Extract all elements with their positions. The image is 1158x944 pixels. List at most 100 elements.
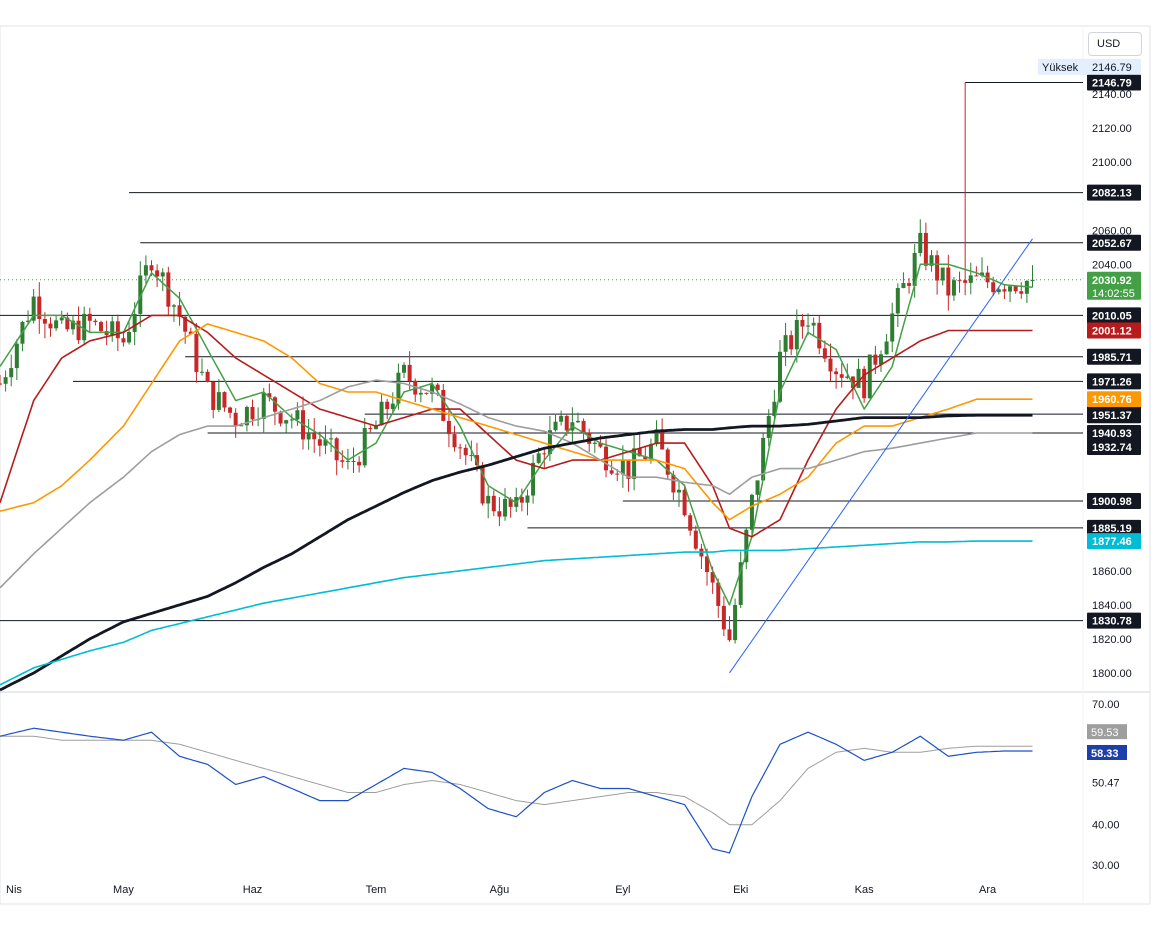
horizontal-levels	[0, 81, 1083, 622]
candle-body	[519, 497, 524, 503]
candle-body	[996, 289, 1001, 293]
ma-price-label: 2001.12	[1092, 326, 1132, 338]
currency-button[interactable]: USD	[1088, 32, 1142, 56]
price-tick-label: 2140.00	[1092, 89, 1132, 101]
candle-body	[654, 429, 659, 445]
candle-body	[862, 368, 867, 399]
candle-body	[609, 470, 614, 474]
candle-body	[525, 495, 530, 503]
candle-body	[811, 322, 816, 326]
ma-line-6	[0, 540, 1033, 686]
candle-body	[547, 430, 552, 455]
candle-body	[1019, 291, 1024, 294]
candle-body	[940, 267, 945, 281]
candle-body	[615, 473, 620, 475]
candle-body	[138, 275, 143, 314]
candle-body	[250, 406, 255, 420]
candle-body	[873, 354, 878, 365]
candle-body	[845, 376, 850, 378]
candle-body	[48, 323, 53, 329]
candle-body	[345, 460, 350, 462]
candle-body	[357, 461, 362, 466]
ma-line-5	[0, 413, 1033, 692]
level-price-label: 1885.19	[1092, 523, 1132, 535]
level-price-label-bg	[1087, 373, 1141, 390]
candle-body	[76, 320, 81, 341]
time-tick-label: Eki	[733, 884, 748, 896]
candle-body	[59, 317, 64, 321]
candle-body	[486, 495, 491, 504]
candle-body	[553, 421, 558, 431]
rsi-panel	[0, 727, 1033, 854]
level-price-label-bg	[1087, 425, 1141, 442]
candle-body	[777, 351, 782, 402]
candle-body	[839, 374, 844, 378]
candle-body	[907, 283, 912, 286]
candle-body	[542, 453, 547, 455]
candle-body	[458, 447, 463, 449]
candle-body	[143, 265, 148, 276]
candle-body	[222, 392, 227, 408]
candle-body	[323, 439, 328, 446]
rsi-ma-label: 59.53	[1091, 727, 1119, 739]
candle-body	[531, 462, 536, 496]
candle-body	[822, 348, 827, 359]
candle-body	[923, 232, 928, 266]
level-price-label-bg	[1087, 184, 1141, 201]
level-price-label: 2082.13	[1092, 188, 1132, 200]
candle-body	[272, 397, 277, 412]
ma-price-label-bg	[1087, 533, 1141, 550]
candle-body	[856, 368, 861, 388]
candle-body	[850, 376, 855, 388]
candle-body	[379, 401, 384, 426]
price-tick-label: 2040.00	[1092, 259, 1132, 271]
last-price-tag-bg	[1087, 271, 1141, 300]
rsi-ma-line	[0, 735, 1033, 826]
candle-body	[430, 384, 435, 394]
level-price-label-bg	[1087, 307, 1141, 324]
candle-body	[660, 429, 665, 450]
level-price-label: 1940.93	[1092, 428, 1132, 440]
candle-body	[351, 460, 356, 462]
candle-body	[82, 313, 87, 341]
time-tick-label: Haz	[243, 884, 263, 896]
candle-body	[620, 460, 625, 475]
candle-body	[407, 364, 412, 381]
level-price-label-bg	[1087, 348, 1141, 365]
rsi-tick-label: 50.47	[1092, 778, 1120, 790]
level-price-label: 2146.79	[1092, 77, 1132, 89]
candle-body	[497, 511, 502, 517]
candle-body	[183, 316, 188, 332]
moving-averages	[0, 263, 1033, 692]
level-price-label: 1971.26	[1092, 376, 1132, 388]
candle-body	[878, 354, 883, 365]
ma-price-label: 1932.74	[1092, 442, 1133, 454]
candle-body	[968, 275, 973, 283]
candle-body	[368, 428, 373, 430]
candle-body	[929, 255, 934, 266]
trendline	[729, 238, 1033, 674]
candle-body	[503, 498, 508, 517]
candle-body	[115, 321, 120, 339]
candle-body	[99, 322, 104, 332]
candle-body	[665, 449, 670, 475]
candle-body	[1008, 286, 1013, 292]
candle-body	[789, 335, 794, 350]
candle-body	[671, 474, 676, 493]
candle-body	[42, 318, 47, 324]
time-tick-label: Eyl	[615, 884, 630, 896]
candle-body	[806, 325, 811, 327]
candle-body	[963, 280, 968, 283]
ma-price-label-bg	[1087, 322, 1141, 339]
rsi-line	[0, 727, 1033, 854]
candle-body	[3, 377, 8, 384]
ma-line-3	[0, 323, 1033, 521]
candle-body	[716, 582, 721, 606]
candle-body	[306, 432, 311, 440]
candle-body	[884, 341, 889, 355]
candle-body	[575, 420, 580, 423]
candle-body	[132, 313, 137, 332]
candle-body	[87, 313, 92, 321]
candle-body	[738, 562, 743, 605]
candle-body	[979, 272, 984, 276]
